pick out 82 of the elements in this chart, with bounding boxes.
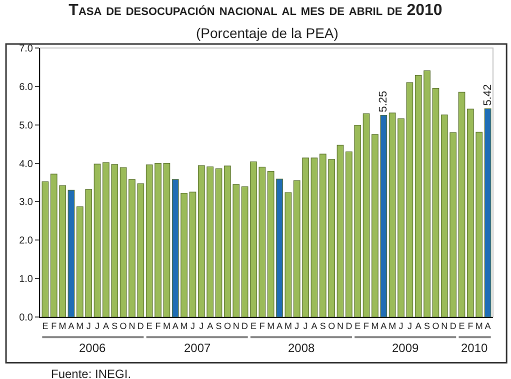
text: 2009: [392, 341, 420, 355]
x-tick-label: J: [294, 320, 300, 331]
x-tick-label: E: [250, 320, 256, 331]
data-label: 5.25: [378, 90, 390, 112]
x-tick-label: E: [458, 320, 465, 331]
y-tick-label: 0.0: [19, 312, 34, 324]
bar: [458, 92, 466, 317]
x-tick-label: D: [450, 320, 457, 331]
x-tick-label: E: [354, 320, 361, 331]
bar: [484, 108, 492, 317]
text: 2008: [288, 341, 316, 355]
x-tick-label: S: [112, 320, 118, 331]
x-tick-label: D: [242, 320, 249, 331]
x-tick-label: J: [199, 320, 204, 331]
y-tick-label: 3.0: [19, 197, 34, 208]
x-tick-label: A: [380, 320, 387, 331]
data-label: 5.42: [482, 84, 494, 106]
x-tick-label: S: [424, 320, 430, 331]
x-tick-label: O: [224, 320, 231, 331]
x-tick-label: J: [407, 320, 412, 331]
y-tick-label: 1.0: [19, 274, 34, 286]
x-tick-label: E: [146, 320, 152, 331]
x-tick-label: M: [388, 320, 396, 331]
x-tick-label: J: [398, 320, 404, 331]
text: 2010: [461, 341, 488, 355]
text: 2006: [79, 341, 106, 355]
bar: [362, 113, 370, 317]
x-tick-label: A: [311, 320, 318, 331]
x-tick-label: A: [207, 320, 214, 331]
text: 2007: [184, 341, 212, 355]
x-tick-label: M: [76, 320, 84, 331]
x-tick-label: J: [95, 320, 100, 331]
x-tick-label: A: [484, 320, 491, 331]
bar: [336, 144, 344, 317]
y-tick-label: 6.0: [19, 82, 34, 93]
x-tick-label: S: [216, 320, 222, 331]
x-tick-label: A: [68, 320, 74, 331]
x-tick-label: F: [155, 320, 162, 331]
x-tick-label: O: [328, 320, 336, 331]
x-tick-label: A: [102, 320, 109, 331]
x-tick-label: M: [284, 320, 292, 331]
x-tick-label: D: [346, 320, 353, 331]
x-tick-label: S: [320, 320, 326, 331]
x-tick-label: F: [51, 320, 58, 331]
x-tick-label: E: [42, 320, 48, 331]
x-tick-label: F: [468, 320, 474, 331]
chart-title: Tasa de desocupación nacional al mes de abril de 2010: [68, 2, 442, 19]
y-tick-label: 5.0: [19, 120, 34, 132]
bar: [42, 181, 49, 317]
x-tick-label: J: [303, 320, 308, 331]
x-tick-label: M: [58, 320, 66, 331]
x-tick-label: N: [337, 320, 344, 331]
x-tick-label: M: [162, 320, 170, 331]
x-tick-label: M: [180, 320, 188, 331]
bar: [310, 158, 318, 317]
x-tick-label: J: [190, 320, 195, 331]
x-tick-label: M: [371, 320, 379, 331]
x-tick-label: O: [432, 320, 440, 331]
x-tick-label: F: [364, 320, 370, 331]
x-tick-label: D: [137, 320, 144, 331]
bar: [68, 190, 75, 317]
bar: [163, 162, 170, 317]
bar: [432, 88, 440, 317]
x-tick-label: A: [172, 320, 178, 331]
y-tick-label: 2.0: [19, 236, 34, 247]
y-tick-label: 4.0: [19, 158, 34, 170]
x-tick-label: N: [232, 320, 240, 331]
x-tick-label: J: [86, 320, 91, 331]
source-note: Fuente: INEGI.: [51, 367, 132, 379]
bar: [94, 164, 101, 317]
x-tick-label: N: [128, 320, 136, 331]
x-tick-label: A: [415, 320, 422, 331]
x-tick-label: M: [475, 320, 483, 331]
x-tick-label: F: [259, 320, 266, 331]
x-tick-label: O: [120, 320, 127, 331]
x-tick-label: N: [441, 320, 448, 331]
x-tick-label: A: [276, 320, 283, 331]
chart-subtitle: (Porcentaje de la PEA): [196, 25, 338, 41]
bar: [189, 192, 196, 317]
bar: [215, 168, 222, 317]
x-tick-label: M: [267, 320, 275, 331]
y-tick-label: 7.0: [19, 44, 34, 54]
